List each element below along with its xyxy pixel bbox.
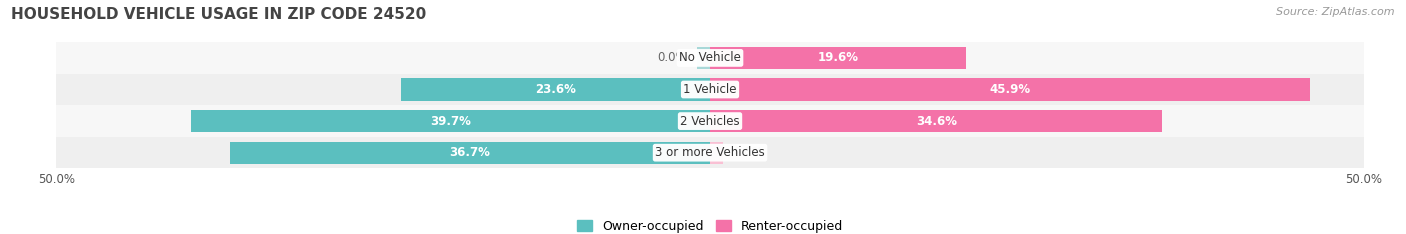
Bar — [56, 137, 1364, 168]
Text: 34.6%: 34.6% — [915, 115, 956, 128]
Bar — [710, 110, 1163, 132]
Bar — [191, 110, 710, 132]
Text: 1 Vehicle: 1 Vehicle — [683, 83, 737, 96]
Text: Source: ZipAtlas.com: Source: ZipAtlas.com — [1277, 7, 1395, 17]
Bar — [56, 42, 1364, 74]
Bar — [402, 78, 710, 101]
Text: 3 or more Vehicles: 3 or more Vehicles — [655, 146, 765, 159]
Bar — [56, 74, 1364, 105]
Bar — [710, 78, 1310, 101]
Text: No Vehicle: No Vehicle — [679, 51, 741, 64]
Bar — [697, 47, 710, 69]
Bar — [56, 105, 1364, 137]
Bar — [231, 142, 710, 164]
Legend: Owner-occupied, Renter-occupied: Owner-occupied, Renter-occupied — [572, 215, 848, 234]
Text: 2 Vehicles: 2 Vehicles — [681, 115, 740, 128]
Text: HOUSEHOLD VEHICLE USAGE IN ZIP CODE 24520: HOUSEHOLD VEHICLE USAGE IN ZIP CODE 2452… — [11, 7, 426, 22]
Bar — [710, 142, 723, 164]
Text: 0.0%: 0.0% — [657, 51, 686, 64]
Text: 23.6%: 23.6% — [536, 83, 576, 96]
Text: 0.0%: 0.0% — [734, 146, 763, 159]
Bar — [710, 47, 966, 69]
Text: 36.7%: 36.7% — [450, 146, 491, 159]
Text: 19.6%: 19.6% — [818, 51, 859, 64]
Text: 39.7%: 39.7% — [430, 115, 471, 128]
Text: 45.9%: 45.9% — [990, 83, 1031, 96]
